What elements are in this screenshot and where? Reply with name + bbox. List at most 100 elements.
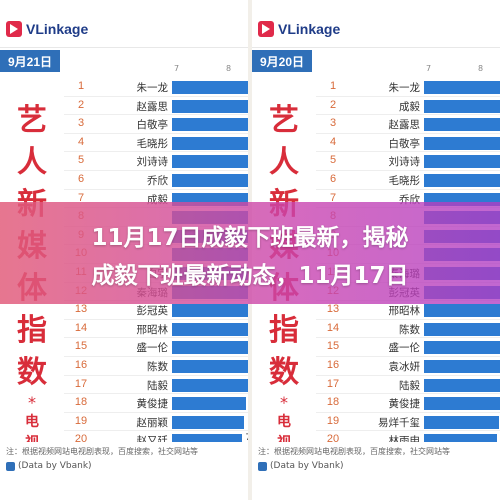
ranking-row: 4 毛晓彤 (64, 134, 248, 153)
ranking-row: 19 赵丽颖 7.79 (64, 413, 248, 432)
artist-name: 陆毅 (399, 379, 420, 392)
title-char: 艺 (17, 103, 47, 138)
rank-number: 6 (77, 172, 85, 185)
rank-number: 16 (74, 358, 88, 371)
rank-number: 15 (74, 340, 88, 353)
score-bar (424, 359, 500, 373)
score-label: 7.77 (245, 433, 248, 443)
artist-name: 毛晓彤 (136, 137, 169, 150)
score-bar (172, 322, 248, 336)
artist-name: 陆毅 (147, 379, 168, 392)
artist-name: 乔欣 (147, 174, 168, 187)
vlinkage-logo: VLinkage (6, 18, 88, 40)
headline-line-2: 成毅下班最新动态，11月17日 (91, 263, 409, 289)
rank-number: 13 (326, 303, 340, 316)
title-star: * (280, 393, 288, 412)
artist-name: 易烊千玺 (378, 416, 420, 429)
rank-number: 5 (329, 154, 337, 167)
artist-name: 刘诗诗 (136, 156, 169, 169)
axis-ticks: 7 8 (170, 64, 248, 76)
score-bar (172, 118, 248, 132)
rank-number: 1 (329, 80, 337, 92)
artist-name: 赵露思 (388, 119, 421, 132)
ranking-row: 19 易烊千玺 (316, 413, 500, 432)
logo-text: VLinkage (26, 21, 89, 37)
rank-number: 4 (77, 135, 85, 148)
title-char: 数 (17, 355, 47, 390)
rank-number: 13 (74, 303, 88, 316)
rank-number: 4 (329, 135, 337, 148)
score-bar (424, 173, 500, 187)
artist-name: 毛晓彤 (388, 174, 421, 187)
title-char: 数 (269, 355, 299, 390)
title-char: 艺 (269, 103, 299, 138)
ranking-row: 2 赵露思 (64, 97, 248, 116)
ranking-row: 14 陈数 (316, 320, 500, 339)
score-bar (424, 118, 500, 132)
ranking-row: 18 黄俊捷 (316, 394, 500, 413)
rank-number: 14 (74, 321, 88, 334)
footer-note: 注：根据视频网站电视剧表现，百度搜索，社交网站等 (258, 447, 450, 456)
rank-number: 2 (77, 98, 85, 111)
headline-line-1: 11月17日成毅下班最新，揭秘 (91, 225, 409, 251)
artist-name: 邢昭林 (388, 305, 421, 318)
data-source-label: (Data by Vbank) (18, 461, 92, 471)
axis-tick-label: 7 (426, 64, 432, 73)
artist-name: 陈数 (399, 323, 420, 336)
axis-ticks: 7 8 (422, 64, 500, 76)
artist-name: 朱一龙 (136, 82, 169, 94)
rank-number: 17 (74, 377, 88, 390)
score-bar (172, 359, 248, 373)
vbank-icon (6, 461, 15, 471)
panel-footer: 注：根据视频网站电视剧表现，百度搜索，社交网站等 (Data by Vbank) (252, 442, 500, 500)
artist-name: 盛一伦 (136, 342, 169, 355)
artist-name: 白敬亭 (388, 137, 421, 150)
artist-name: 刘诗诗 (388, 156, 421, 169)
ranking-row: 3 赵露思 (316, 115, 500, 134)
score-label: 7.79 (247, 415, 248, 425)
artist-name: 盛一伦 (388, 342, 421, 355)
axis-tick-label: 8 (226, 64, 232, 73)
title-char: 指 (17, 313, 47, 348)
score-bar (424, 378, 500, 392)
rank-number: 2 (329, 98, 337, 111)
ranking-row: 2 成毅 (316, 97, 500, 116)
rank-number: 15 (326, 340, 340, 353)
artist-name: 黄俊捷 (388, 398, 421, 411)
score-bar (172, 415, 245, 429)
ranking-row: 16 袁冰妍 (316, 357, 500, 376)
score-bar (424, 415, 499, 429)
artist-name: 邢昭林 (136, 323, 169, 336)
score-bar (424, 397, 500, 411)
logo-text: VLinkage (278, 21, 341, 37)
panel-header: VLinkage (252, 0, 500, 48)
score-bar (172, 173, 248, 187)
ranking-row: 1 朱一龙 (316, 78, 500, 97)
score-bar (424, 322, 500, 336)
rank-number: 3 (329, 117, 337, 130)
ranking-row: 1 朱一龙 (64, 78, 248, 97)
artist-name: 陈数 (147, 360, 168, 373)
rank-number: 3 (77, 117, 85, 130)
rank-number: 14 (326, 321, 340, 334)
ranking-row: 14邢昭林7.89 (64, 320, 248, 339)
axis-tick-label: 7 (174, 64, 180, 73)
score-bar (172, 136, 248, 150)
score-bar (172, 155, 248, 169)
vlinkage-logo-icon (6, 21, 22, 37)
ranking-row: 17陆毅7.83 (64, 376, 248, 395)
artist-name: 赵丽颖 (136, 416, 169, 429)
data-source: (Data by Vbank) (6, 461, 242, 471)
score-bar (172, 304, 248, 318)
ranking-row: 3 白敬亭 (64, 115, 248, 134)
score-bar (424, 99, 500, 113)
ranking-row: 15 盛一伦 (316, 338, 500, 357)
subtitle-char: 电 (277, 414, 291, 430)
ranking-row: 13 邢昭林 (316, 301, 500, 320)
artist-name: 朱一龙 (388, 82, 421, 94)
rank-number: 16 (326, 358, 340, 371)
data-source: (Data by Vbank) (258, 461, 494, 471)
artist-name: 白敬亭 (136, 119, 169, 132)
rank-number: 7 (329, 191, 337, 204)
ranking-row: 6 乔欣 (64, 171, 248, 190)
